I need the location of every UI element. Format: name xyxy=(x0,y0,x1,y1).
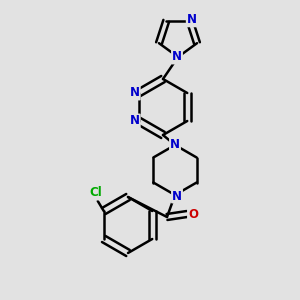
Text: Cl: Cl xyxy=(89,187,102,200)
Text: N: N xyxy=(130,115,140,128)
Text: N: N xyxy=(172,190,182,202)
Text: O: O xyxy=(188,208,198,220)
Text: N: N xyxy=(170,137,180,151)
Text: N: N xyxy=(172,50,182,64)
Text: N: N xyxy=(130,86,140,100)
Text: N: N xyxy=(187,13,197,26)
